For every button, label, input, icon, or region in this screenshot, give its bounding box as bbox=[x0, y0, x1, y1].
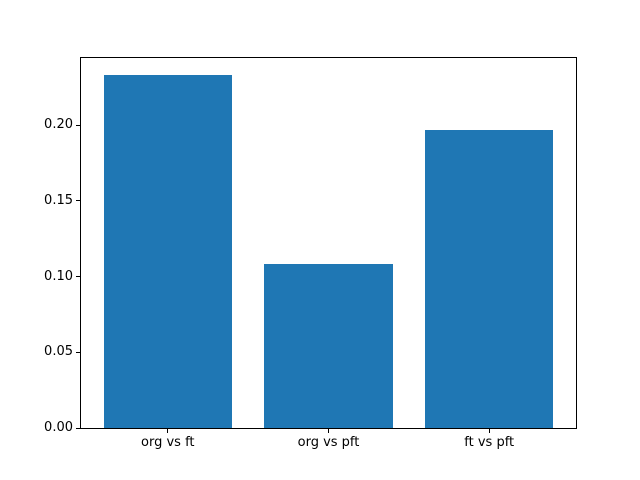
x-axis-tick bbox=[488, 429, 490, 433]
bar-org-vs-ft bbox=[103, 75, 233, 428]
y-tick-label-0-05: 0.05 bbox=[44, 344, 73, 360]
x-tick-label-org-vs-pft: org vs pft bbox=[297, 435, 360, 450]
y-tick-label-0-00: 0.00 bbox=[44, 420, 73, 435]
plot-area: org vs ft org vs pft ft vs pft 0.00 0.05 0.10… bbox=[44, 57, 577, 450]
y-tick-label-0-20: 0.20 bbox=[44, 117, 73, 133]
bar-ft-vs-pft bbox=[424, 129, 554, 428]
y-axis-tick bbox=[76, 200, 80, 202]
x-tick-label-ft-vs-pft: ft vs pft bbox=[464, 435, 515, 450]
y-axis-tick bbox=[76, 427, 80, 429]
x-axis-tick bbox=[328, 429, 329, 433]
y-tick-label-0-10: 0.10 bbox=[44, 268, 73, 284]
y-axis-tick bbox=[76, 276, 80, 278]
y-axis-tick bbox=[76, 124, 80, 126]
bar-org-vs-pft bbox=[264, 264, 393, 428]
y-tick-label-0-15: 0.15 bbox=[44, 192, 73, 208]
x-tick-label-org-vs-ft: org vs ft bbox=[141, 435, 195, 450]
x-axis-tick bbox=[167, 429, 169, 433]
y-axis-tick bbox=[76, 351, 80, 353]
